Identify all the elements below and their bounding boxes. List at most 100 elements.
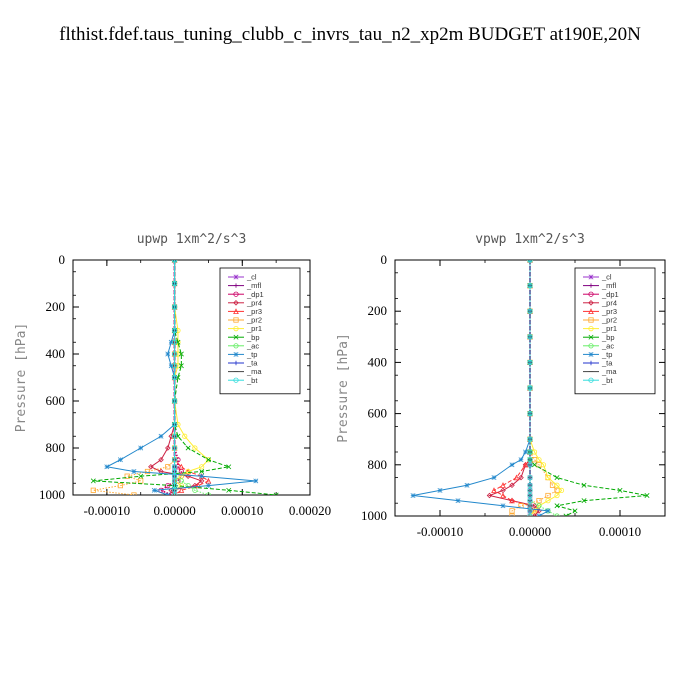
- chart-panel-upwp: upwp 1xm^2/s^3 Pressure [hPa] 0 200 400 600 80…: [14, 232, 331, 518]
- data-point-pr1: [205, 457, 212, 463]
- data-point-pr4: [198, 478, 205, 484]
- y-tick-label: 400: [46, 346, 66, 361]
- legend-marker: [588, 283, 594, 288]
- data-point-pr1: [185, 468, 191, 475]
- legend-marker: [588, 343, 594, 349]
- data-point-bt: [171, 260, 178, 263]
- legend-marker: [233, 291, 239, 297]
- data-point-bp: [185, 445, 191, 451]
- legend-marker: [233, 351, 239, 357]
- y-tick-label: 0: [59, 252, 66, 267]
- legend-marker: [588, 360, 594, 366]
- y-tick-label: 200: [46, 299, 66, 314]
- legend-label: _dp1: [601, 290, 619, 299]
- data-point-bp: [554, 475, 560, 481]
- data-point-pr2: [117, 482, 123, 489]
- y-tick-label: 800: [368, 457, 388, 472]
- legend-marker: [588, 317, 594, 323]
- data-point-bp: [226, 464, 232, 470]
- data-point-pr1: [558, 487, 565, 493]
- data-point-pr4: [171, 492, 178, 495]
- legend-label: _pr2: [246, 316, 262, 325]
- data-point-pr4: [158, 456, 164, 463]
- data-point-bt: [171, 280, 178, 287]
- data-point-bt: [527, 503, 533, 509]
- data-point-tp: [455, 498, 461, 504]
- data-point-bt: [171, 445, 178, 451]
- data-point-tp: [158, 433, 164, 439]
- data-point-pr4: [509, 482, 515, 489]
- data-point-bt: [171, 457, 178, 463]
- data-point-ac: [536, 503, 542, 509]
- data-point-tp: [117, 457, 123, 463]
- series-line-pr2: [93, 260, 176, 495]
- data-point-pr2: [536, 498, 542, 504]
- data-point-pr3: [178, 487, 185, 493]
- data-point-pr1: [545, 474, 551, 481]
- data-point-bp: [199, 469, 205, 474]
- data-point-bt: [527, 508, 533, 514]
- x-tick-label: 0.00010: [599, 524, 641, 539]
- data-point-bt: [171, 363, 178, 369]
- data-point-ac: [205, 492, 212, 495]
- data-point-pr2: [165, 464, 171, 470]
- data-point-pr2: [509, 508, 515, 514]
- data-point-bt: [527, 457, 533, 463]
- data-point-bt: [527, 513, 533, 516]
- data-point-bt: [527, 462, 533, 468]
- panel-title: upwp 1xm^2/s^3: [137, 232, 247, 247]
- data-point-bp: [572, 508, 578, 514]
- plot-frame: [72, 259, 311, 496]
- x-tick-label: 0.00020: [289, 503, 331, 518]
- data-point-tp: [199, 473, 205, 479]
- data-point-bp: [554, 503, 560, 509]
- legend-label: _bt: [246, 376, 258, 385]
- legend-marker: [233, 274, 239, 280]
- data-point-bt: [527, 385, 533, 391]
- data-point-pr1: [182, 433, 188, 439]
- data-point-pr3: [513, 474, 520, 481]
- legend-label: _ma: [246, 367, 262, 376]
- data-point-tp: [165, 492, 171, 495]
- y-tick-label: 1000: [361, 508, 387, 523]
- data-point-bt: [171, 421, 178, 428]
- data-point-tp: [509, 462, 515, 468]
- legend-label: _mfl: [246, 281, 262, 290]
- data-point-ac: [192, 487, 198, 493]
- data-point-tp: [518, 457, 524, 463]
- data-point-bp: [138, 473, 144, 479]
- data-point-tp: [536, 513, 542, 516]
- data-point-tp: [168, 363, 174, 369]
- data-point-tp: [138, 445, 144, 451]
- legend-marker: [588, 377, 594, 383]
- data-point-bt: [171, 327, 178, 334]
- legend-label: _pr4: [246, 298, 262, 307]
- data-point-pr2: [545, 492, 551, 499]
- data-point-bp: [205, 457, 211, 463]
- data-point-tp: [151, 487, 157, 493]
- x-tick-label: -0.00010: [84, 503, 131, 518]
- data-point-bt: [171, 304, 178, 310]
- legend-marker: [588, 291, 594, 297]
- legend: _cl_mfl_dp1_pr4_pr3_pr2_pr1_bp_ac_tp_ta_…: [219, 267, 301, 395]
- legend-label: _mfl: [601, 281, 617, 290]
- data-point-tp: [168, 339, 174, 345]
- legend-marker: [233, 325, 239, 332]
- x-tick-label: 0.00000: [509, 524, 551, 539]
- data-point-tp: [523, 449, 528, 455]
- data-point-bt: [171, 398, 178, 404]
- data-point-pr3: [522, 461, 529, 468]
- data-point-pr2: [509, 513, 515, 516]
- data-point-bp: [532, 462, 537, 468]
- legend-label: _pr1: [601, 324, 617, 333]
- legend-marker: [233, 283, 239, 288]
- legend-marker: [588, 300, 594, 306]
- data-point-pr1: [554, 492, 560, 499]
- data-point-pr2: [90, 487, 96, 493]
- legend-marker: [233, 334, 239, 340]
- data-point-bp: [178, 351, 184, 357]
- legend-label: _dp1: [246, 290, 264, 299]
- data-point-pr4: [148, 464, 154, 470]
- x-tick-label: 0.00010: [221, 503, 263, 518]
- legend-label: _cl: [601, 273, 612, 282]
